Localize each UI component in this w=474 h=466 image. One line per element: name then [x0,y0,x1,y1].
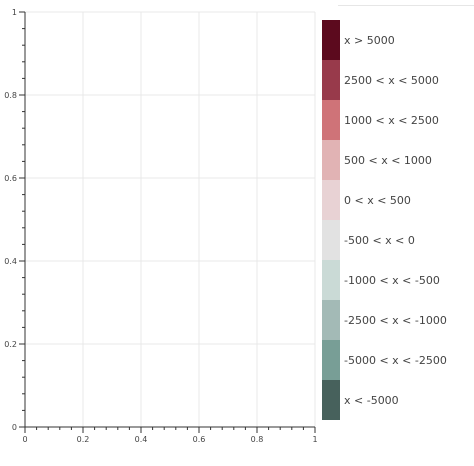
x-tick-label: 0.4 [135,435,148,444]
legend-swatch [322,140,340,180]
legend: x > 5000 2500 < x < 5000 1000 < x < 2500 50… [322,20,447,420]
legend-swatch [322,20,340,60]
axes [24,12,315,428]
x-tick-label: 0.2 [77,435,90,444]
legend-swatch [322,300,340,340]
legend-swatch [322,260,340,300]
legend-swatch [322,60,340,100]
legend-label: -500 < x < 0 [344,234,415,247]
y-tick-label: 0.8 [4,91,17,100]
legend-label: -5000 < x < -2500 [344,354,447,367]
y-tick-label: 0.4 [4,257,17,266]
grid [25,11,316,427]
legend-label: x > 5000 [344,34,395,47]
y-tick-label: 0 [12,423,17,432]
legend-label: x < -5000 [344,394,399,407]
legend-swatch [322,220,340,260]
x-tick-label: 0.8 [251,435,264,444]
x-axis-ticks: 0 0.2 0.4 0.6 0.8 1 [22,427,318,444]
x-tick-label: 0.6 [193,435,206,444]
legend-label: 500 < x < 1000 [344,154,432,167]
legend-swatch [322,180,340,220]
legend-label: -2500 < x < -1000 [344,314,447,327]
legend-swatch [322,100,340,140]
y-tick-label: 0.2 [4,340,17,349]
x-tick-label: 0 [22,435,27,444]
y-axis-ticks: 0 0.2 0.4 0.6 0.8 1 [4,8,25,432]
legend-swatch [322,380,340,420]
legend-label: 1000 < x < 2500 [344,114,439,127]
legend-label: -1000 < x < -500 [344,274,440,287]
legend-label: 0 < x < 500 [344,194,411,207]
y-tick-label: 0.6 [4,174,17,183]
legend-swatch [322,340,340,380]
legend-label: 2500 < x < 5000 [344,74,439,87]
x-tick-label: 1 [312,435,317,444]
y-tick-label: 1 [12,8,17,17]
top-border-line [338,5,474,6]
